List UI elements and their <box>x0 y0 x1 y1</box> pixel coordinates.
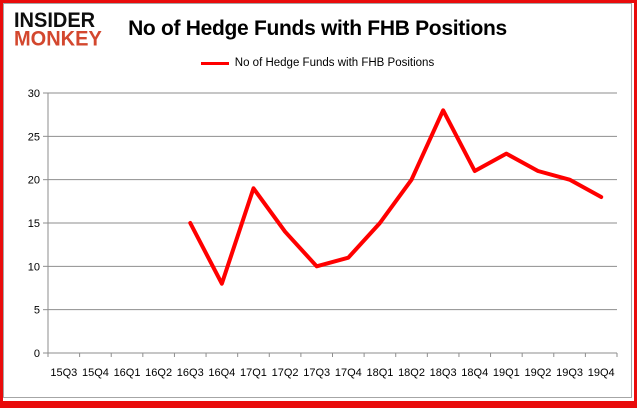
x-tick-label: 15Q4 <box>82 367 109 379</box>
x-tick-label: 17Q4 <box>335 367 362 379</box>
x-tick-label: 18Q3 <box>430 367 457 379</box>
line-chart-plot: 0 5 10 15 20 25 30 15Q3 15Q4 16Q1 16Q2 16Q3 16Q4 17Q1… <box>28 88 618 379</box>
x-tick-label: 16Q3 <box>177 367 204 379</box>
legend-label: No of Hedge Funds with FHB Positions <box>234 57 435 69</box>
logo-insider-text: INSIDER <box>14 8 96 32</box>
x-tick-label: 15Q3 <box>50 367 77 379</box>
x-tick-label: 19Q1 <box>493 367 520 379</box>
x-tick-label: 17Q2 <box>272 367 299 379</box>
chart-surface: INSIDER MONKEY No of Hedge Funds with FH… <box>3 3 632 398</box>
x-tick-label: 16Q1 <box>114 367 141 379</box>
legend-line-swatch-icon <box>200 61 229 65</box>
x-tick-label: 16Q4 <box>208 367 235 379</box>
x-tick-label: 19Q2 <box>525 367 552 379</box>
y-tick-label: 10 <box>28 261 40 273</box>
x-tick-label: 18Q4 <box>461 367 488 379</box>
legend: No of Hedge Funds with FHB Positions <box>4 57 631 69</box>
insider-monkey-logo: INSIDER MONKEY <box>14 8 102 51</box>
x-tick-label: 19Q3 <box>556 367 583 379</box>
chart-title: No of Hedge Funds with FHB Positions <box>128 17 507 40</box>
x-tick-label: 19Q4 <box>588 367 615 379</box>
x-tick-label: 16Q2 <box>145 367 172 379</box>
x-tick-label: 18Q2 <box>398 367 425 379</box>
x-tick-label: 17Q3 <box>303 367 330 379</box>
y-tick-label: 15 <box>28 218 40 230</box>
x-tick-label: 18Q1 <box>366 367 393 379</box>
y-tick-label: 20 <box>28 175 40 187</box>
y-tick-label: 30 <box>28 88 40 100</box>
series-line-no-of-hedge-funds-with-fhb-positions <box>188 108 604 286</box>
y-tick-label: 5 <box>34 305 40 317</box>
logo-monkey-text: MONKEY <box>14 27 102 51</box>
x-tick-label: 17Q1 <box>240 367 267 379</box>
y-tick-label: 0 <box>34 348 40 360</box>
y-tick-label: 25 <box>28 131 40 143</box>
